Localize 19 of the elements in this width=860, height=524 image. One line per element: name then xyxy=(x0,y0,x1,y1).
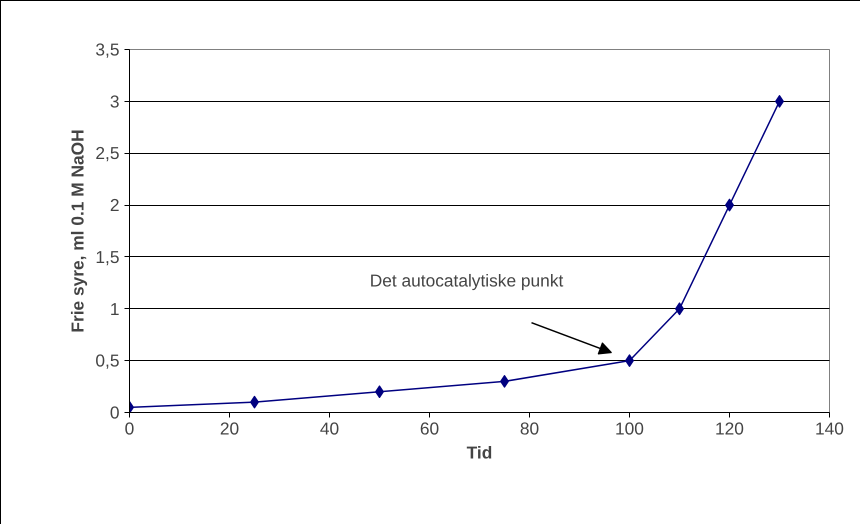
y-tick-label: 3,5 xyxy=(95,40,120,60)
x-tick-label: 140 xyxy=(815,418,844,438)
y-tick-label: 2 xyxy=(110,195,120,216)
x-tick-label: 120 xyxy=(715,418,744,438)
annotation: Det autocatalytiske punkt xyxy=(370,270,564,291)
x-tick-label: 60 xyxy=(420,418,440,438)
x-axis-title: Tid xyxy=(466,442,492,462)
y-axis-title: Frie syre, ml 0.1 M NaOH xyxy=(67,129,88,333)
y-tick-label: 1 xyxy=(110,298,120,319)
x-tick-label: 0 xyxy=(124,418,134,438)
x-tick-label: 20 xyxy=(220,418,240,438)
y-tick-label: 3 xyxy=(110,91,120,112)
x-tick-label: 40 xyxy=(320,418,340,438)
x-tick-label: 80 xyxy=(520,418,540,438)
y-tick-label: 0 xyxy=(110,402,120,422)
y-tick-label: 1,5 xyxy=(95,246,120,267)
x-tick-label: 100 xyxy=(615,418,644,438)
y-tick-label: 0,5 xyxy=(95,350,120,371)
y-tick-label: 2,5 xyxy=(95,143,120,164)
